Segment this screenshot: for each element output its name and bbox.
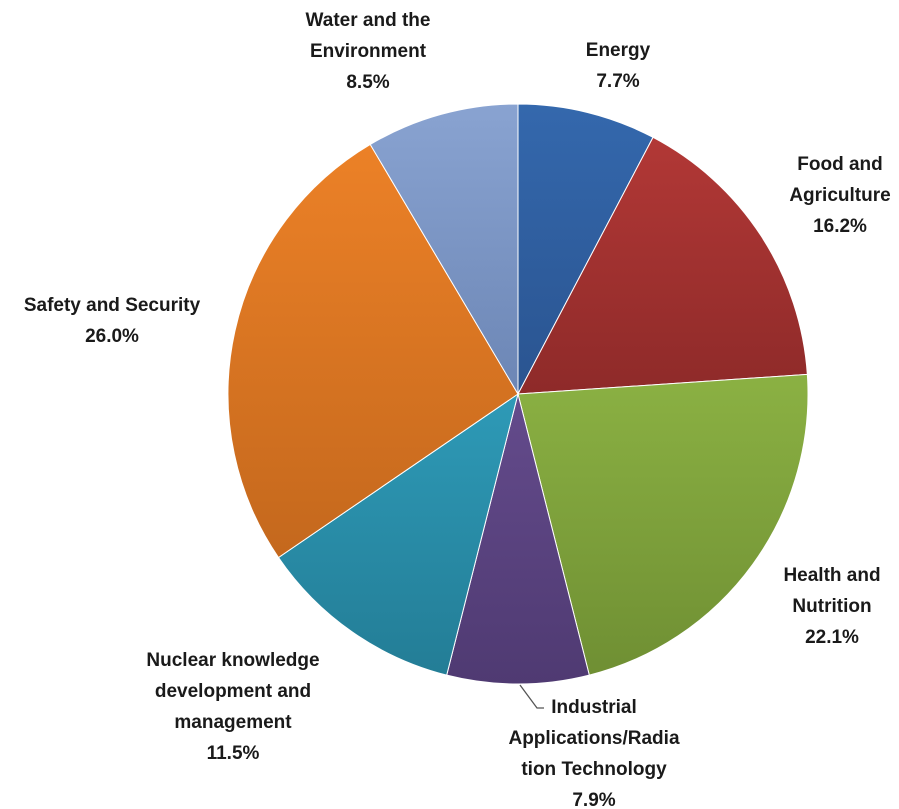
label-value: 7.9% [572,790,615,809]
pie-slice-safety-and-security [227,143,519,559]
label-water-and-the-environment: Water and the Environment 8.5% [306,10,431,93]
label-text-line: tion Technology [521,759,667,780]
label-food-and-agriculture: Food and Agriculture 16.2% [789,154,890,237]
pie-slice-food-and-agriculture [517,136,808,395]
label-text-line: Safety and Security [24,295,201,316]
label-text-line: Environment [310,41,427,62]
label-text-line: Industrial [551,697,637,718]
label-industrial-applications-radiation-technology: Industrial Applications/Radia tion Technol… [508,697,679,809]
pie-slice-nuclear-knowledge-development-and-management [277,392,519,676]
label-value: 11.5% [207,743,260,764]
label-health-and-nutrition: Health and Nutrition 22.1% [783,565,880,648]
label-energy: Energy 7.7% [586,40,651,92]
label-value: 26.0% [85,326,139,347]
pie-slice-water-and-the-environment [369,103,519,396]
label-value: 16.2% [813,216,867,237]
pie-slice-industrial-applications-radiation-technology [446,393,590,685]
slice-labels: Energy 7.7% Food and Agriculture 16.2% Health… [24,10,891,809]
label-text-line: Energy [586,40,651,61]
label-text-line: Agriculture [789,185,890,206]
label-value: 8.5% [346,72,389,93]
label-nuclear-knowledge-development-and-management: Nuclear knowledge development and manageme… [146,650,319,764]
label-text-line: Water and the [306,10,431,31]
pie-slice-health-and-nutrition [517,373,809,676]
label-text-line: Nutrition [792,596,871,617]
label-text-line: Food and [797,154,882,175]
label-text-line: Nuclear knowledge [146,650,319,671]
label-text-line: Applications/Radia [508,728,679,749]
label-safety-and-security: Safety and Security 26.0% [24,295,201,347]
label-text-line: development and [155,681,311,702]
pie-slice-energy [517,103,654,395]
label-value: 7.7% [596,71,639,92]
label-text-line: management [174,712,292,733]
pie-slices [227,103,809,685]
industrial-label-leader-line [519,684,544,709]
label-text-line: Health and [783,565,880,586]
label-value: 22.1% [805,627,859,648]
